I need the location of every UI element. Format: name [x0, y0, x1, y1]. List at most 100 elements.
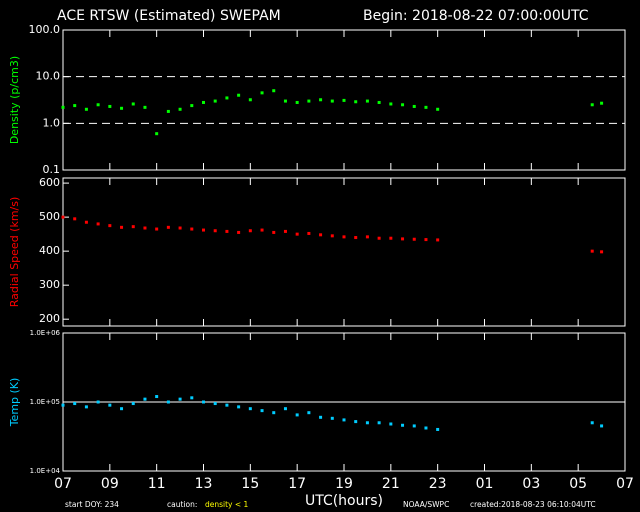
- data-point: [600, 424, 604, 428]
- data-point: [600, 250, 604, 254]
- data-point: [377, 421, 381, 425]
- footer-doy: start DOY: 234: [65, 500, 119, 509]
- data-point: [225, 229, 229, 233]
- data-point: [190, 396, 194, 400]
- data-point: [178, 107, 182, 111]
- data-point: [590, 103, 594, 107]
- data-point: [237, 230, 241, 234]
- data-point: [73, 104, 77, 108]
- data-point: [412, 237, 416, 241]
- data-point: [248, 407, 252, 411]
- footer-caution-note: density < 1: [205, 500, 249, 509]
- data-point: [401, 423, 405, 427]
- data-point: [365, 99, 369, 103]
- data-point: [131, 402, 135, 406]
- data-point: [166, 400, 170, 404]
- chart-title: ACE RTSW (Estimated) SWEPAM: [57, 8, 281, 24]
- x-tick-label: 23: [429, 476, 447, 492]
- data-point: [61, 215, 65, 219]
- y-tick-label: 1.0E+04: [30, 467, 61, 475]
- data-point: [190, 227, 194, 231]
- x-tick-label: 11: [148, 476, 166, 492]
- y-tick-label: 400: [39, 244, 60, 257]
- data-point: [272, 89, 276, 93]
- x-tick-label: 07: [54, 476, 72, 492]
- y-tick-label: 500: [39, 210, 60, 223]
- x-axis-label: UTC(hours): [305, 493, 383, 509]
- data-point: [354, 236, 358, 240]
- y-tick-label: 1.0E+05: [30, 398, 60, 406]
- data-point: [272, 230, 276, 234]
- y-tick-label: 10.0: [36, 70, 61, 83]
- data-point: [84, 220, 88, 224]
- data-point: [73, 217, 77, 221]
- data-point: [143, 226, 147, 230]
- data-point: [202, 400, 205, 404]
- data-point: [590, 421, 594, 425]
- data-point: [84, 107, 88, 111]
- footer-caution: caution:: [167, 500, 197, 509]
- x-tick-label: 17: [288, 476, 306, 492]
- data-point: [295, 413, 299, 417]
- data-point: [260, 409, 264, 413]
- data-point: [365, 421, 369, 425]
- data-point: [96, 103, 100, 107]
- data-point: [108, 403, 112, 407]
- data-point: [108, 224, 112, 228]
- data-point: [61, 105, 65, 109]
- data-point: [283, 407, 287, 411]
- y-tick-label: 1.0: [43, 116, 61, 129]
- data-point: [166, 109, 170, 113]
- data-point: [295, 100, 299, 104]
- data-point: [389, 236, 393, 240]
- data-point: [436, 107, 440, 111]
- data-point: [319, 233, 323, 237]
- data-point: [307, 99, 311, 103]
- data-point: [248, 98, 252, 102]
- data-point: [412, 424, 416, 428]
- data-point: [108, 104, 112, 108]
- y-tick-label: 300: [39, 278, 60, 291]
- data-point: [424, 238, 428, 242]
- data-point: [389, 422, 393, 426]
- data-point: [237, 93, 241, 97]
- footer-source: NOAA/SWPC: [403, 500, 449, 509]
- data-point: [319, 98, 323, 102]
- data-point: [131, 102, 135, 106]
- data-point: [96, 222, 100, 226]
- x-tick-label: 07: [616, 476, 634, 492]
- data-point: [143, 397, 147, 401]
- data-point: [61, 403, 65, 407]
- data-point: [354, 100, 358, 104]
- data-point: [120, 407, 124, 411]
- data-point: [342, 98, 346, 102]
- data-point: [73, 402, 77, 406]
- data-point: [283, 229, 287, 233]
- data-point: [436, 238, 440, 242]
- data-point: [283, 99, 287, 103]
- data-point: [272, 411, 276, 415]
- data-point: [295, 232, 299, 236]
- data-point: [178, 397, 182, 401]
- data-point: [178, 226, 182, 230]
- data-point: [213, 229, 217, 233]
- y-axis-label: Density (p/cm3): [8, 56, 21, 144]
- data-point: [155, 132, 159, 136]
- data-point: [354, 420, 358, 424]
- x-tick-label: 19: [335, 476, 353, 492]
- data-point: [260, 91, 264, 95]
- data-point: [166, 225, 170, 229]
- data-point: [389, 102, 393, 106]
- data-point: [365, 235, 369, 239]
- data-point: [143, 105, 147, 109]
- y-tick-label: 100.0: [29, 23, 61, 36]
- y-tick-label: 200: [39, 312, 60, 325]
- data-point: [590, 249, 594, 253]
- data-point: [84, 405, 88, 409]
- data-point: [342, 418, 346, 422]
- x-tick-label: 09: [101, 476, 119, 492]
- panel-frame: [62, 177, 626, 327]
- data-point: [377, 236, 381, 240]
- data-point: [202, 100, 205, 104]
